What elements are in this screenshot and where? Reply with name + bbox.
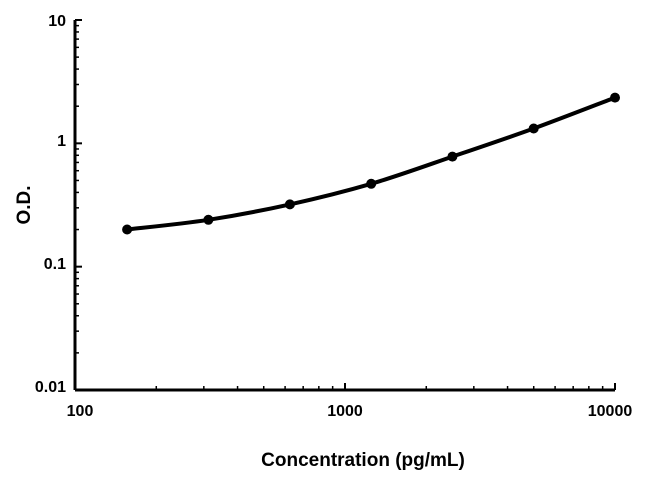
x-axis-title: Concentration (pg/mL) <box>261 450 465 471</box>
data-point <box>528 123 539 134</box>
y-tick-label: 0.01 <box>35 379 66 396</box>
tick-labels: 0.01 0.1 1 10 100 1000 10000 <box>35 13 632 420</box>
y-tick-label: 0.1 <box>44 256 66 273</box>
axes <box>73 20 615 392</box>
x-tick-label: 100 <box>67 403 94 420</box>
series-line <box>125 95 617 232</box>
y-tick-label: 1 <box>57 133 66 150</box>
x-tick-label: 1000 <box>327 403 363 420</box>
data-point <box>610 92 620 103</box>
data-point <box>366 178 377 189</box>
data-point <box>284 199 295 210</box>
plot-area <box>122 92 620 235</box>
ticks <box>74 19 616 391</box>
data-point <box>203 214 214 225</box>
y-tick-label: 10 <box>48 13 66 30</box>
data-point <box>447 151 458 162</box>
x-tick-label: 10000 <box>588 403 633 420</box>
data-point <box>122 224 133 235</box>
y-axis-title: O.D. <box>14 185 35 224</box>
